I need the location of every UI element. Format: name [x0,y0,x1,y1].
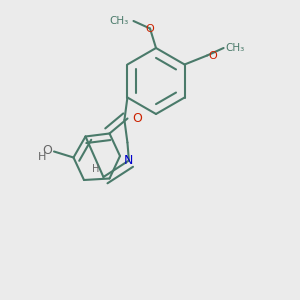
Text: N: N [124,154,134,167]
Text: O: O [208,50,217,61]
Text: H: H [38,152,46,163]
Text: CH₃: CH₃ [110,16,129,26]
Text: H: H [92,164,100,175]
Text: O: O [132,112,142,125]
Text: CH₃: CH₃ [225,43,244,53]
Text: O: O [43,143,52,157]
Text: O: O [146,23,154,34]
